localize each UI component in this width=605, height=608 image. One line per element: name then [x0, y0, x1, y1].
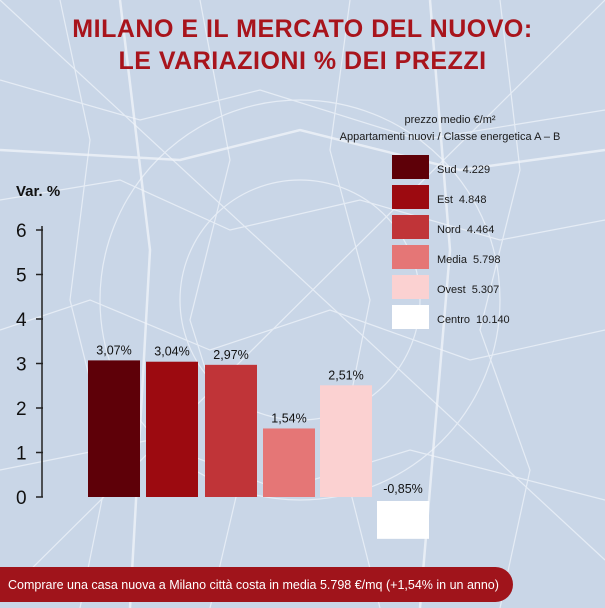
legend-value: 4.229 — [462, 164, 491, 176]
bar-centro — [377, 501, 429, 539]
legend-value: 5.798 — [472, 254, 501, 266]
legend-swatch-media — [392, 245, 429, 269]
bar-label-ovest: 2,51% — [328, 368, 363, 382]
y-tick-label-1: 1 — [16, 444, 27, 465]
legend-name: Sud — [437, 164, 457, 176]
bar-label-centro: -0,85% — [383, 482, 423, 496]
legend-swatch-sud — [392, 155, 429, 179]
legend-swatch-centro — [392, 305, 429, 329]
legend-swatch-ovest — [392, 275, 429, 299]
legend-header-line-2: Appartamenti nuovi / Classe energetica A… — [339, 131, 561, 143]
y-tick-label-6: 6 — [16, 221, 27, 242]
bar-nord — [205, 364, 257, 497]
legend-entry-est: Est 4.848 — [437, 187, 486, 211]
y-tick-label-4: 4 — [16, 310, 27, 331]
legend-name: Centro — [437, 314, 471, 326]
bar-label-est: 3,04% — [154, 345, 189, 359]
legend-swatch-est — [392, 185, 429, 209]
bar-label-media: 1,54% — [271, 411, 306, 425]
legend-value: 4.464 — [466, 224, 495, 236]
legend-swatch-nord — [392, 215, 429, 239]
legend-entry-centro: Centro 10.140 — [437, 307, 510, 331]
y-tick-label-0: 0 — [16, 488, 27, 509]
bar-sud — [88, 360, 140, 497]
y-tick-label-5: 5 — [16, 266, 27, 287]
legend-header-line-1: prezzo medio €/m² — [404, 114, 496, 126]
legend-entry-ovest: Ovest 5.307 — [437, 277, 499, 301]
bar-label-nord: 2,97% — [213, 348, 248, 362]
title-line-1: MILANO E IL MERCATO DEL NUOVO: — [72, 15, 533, 43]
footer-banner: Comprare una casa nuova a Milano città c… — [0, 567, 513, 602]
legend-name: Media — [437, 254, 467, 266]
y-tick-label-3: 3 — [16, 355, 27, 376]
legend-name: Est — [437, 194, 453, 206]
legend-name: Nord — [437, 224, 461, 236]
y-axis-label: Var. % — [16, 183, 61, 200]
bar-est — [146, 361, 198, 497]
bar-media — [263, 428, 315, 497]
legend-entry-media: Media 5.798 — [437, 247, 501, 271]
y-tick-label-2: 2 — [16, 399, 27, 420]
bar-label-sud: 3,07% — [96, 343, 131, 357]
legend-entry-nord: Nord 4.464 — [437, 217, 494, 241]
legend-value: 5.307 — [471, 284, 500, 296]
bar-ovest — [320, 385, 372, 497]
legend-entry-sud: Sud 4.229 — [437, 157, 490, 181]
legend-value: 10.140 — [476, 314, 510, 326]
title-line-2: LE VARIAZIONI % DEI PREZZI — [118, 47, 487, 75]
legend-name: Ovest — [437, 284, 466, 296]
legend-value: 4.848 — [458, 194, 487, 206]
